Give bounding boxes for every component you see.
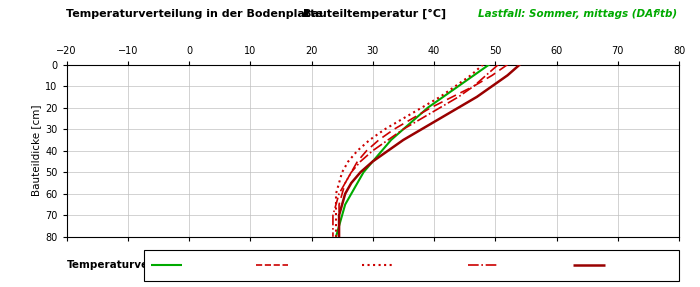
Text: Temperaturverlauf:: Temperaturverlauf: [66, 261, 181, 270]
Text: Lastfall: Sommer, mittags (DAfᴶtb): Lastfall: Sommer, mittags (DAfᴶtb) [479, 9, 678, 19]
Text: nach 24 Std.: nach 24 Std. [505, 261, 566, 270]
Y-axis label: Bauteildicke [cm]: Bauteildicke [cm] [31, 105, 41, 196]
Text: nach 8 Std.: nach 8 Std. [399, 261, 454, 270]
Text: nach DAfᴶtb-Rili: nach DAfᴶtb-Rili [188, 261, 262, 270]
Text: Bauteiltemperatur [°C]: Bauteiltemperatur [°C] [303, 9, 446, 19]
Text: nach 1 Std.: nach 1 Std. [293, 261, 349, 270]
Text: nach 72 Std.: nach 72 Std. [610, 261, 672, 270]
Text: Temperaturverteilung in der Bodenplatte: Temperaturverteilung in der Bodenplatte [66, 9, 323, 19]
